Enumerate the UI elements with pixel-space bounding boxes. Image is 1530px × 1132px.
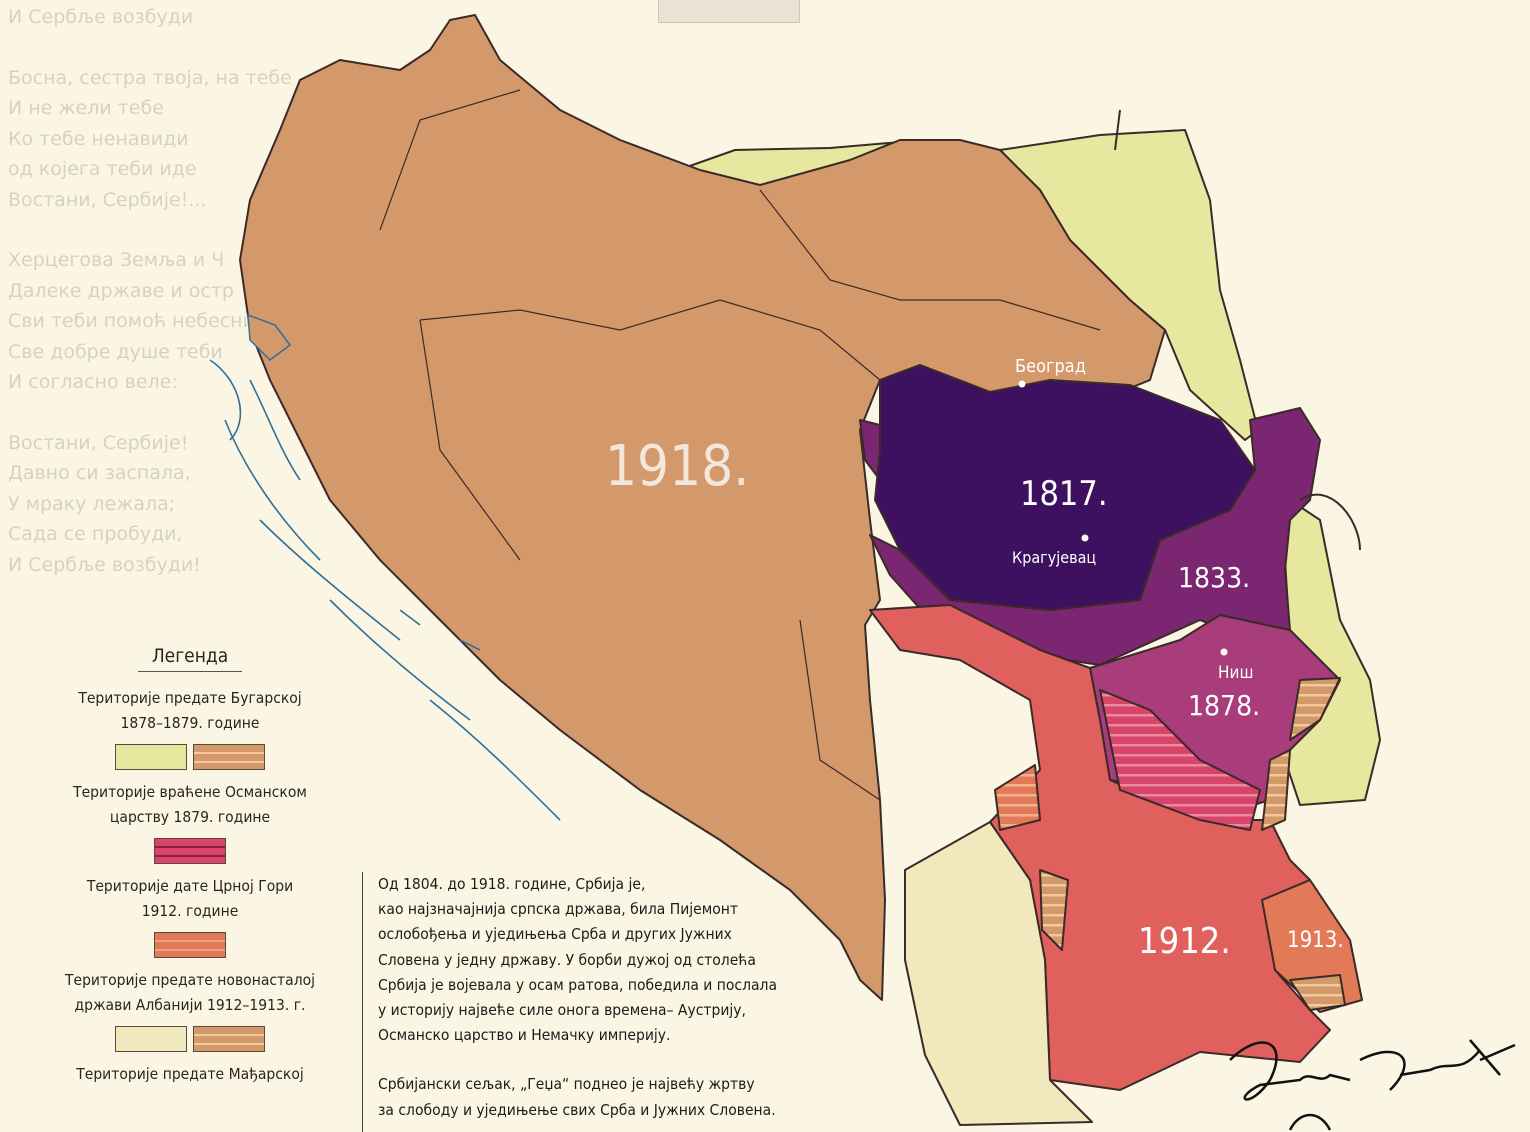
swatch-hatch-brown (193, 744, 265, 770)
label-1833: 1833. (1178, 561, 1250, 594)
label-1912: 1912. (1138, 921, 1231, 962)
poem-line: И Сербље возбуди (8, 6, 194, 28)
label-1817: 1817. (1020, 474, 1108, 514)
poem-line: Востани, Сербије!... (8, 188, 207, 211)
legend-label: Територије предате Бугарској 1878–1879. … (78, 689, 302, 732)
island-krk (247, 313, 292, 361)
poem-line: И Сербље возбуди! (8, 553, 201, 576)
label-1878: 1878. (1188, 689, 1260, 722)
city-dot-kragujevac (1081, 534, 1089, 542)
text-line: Османско царство и Немачку империју. (378, 1026, 671, 1045)
hatch-bulgaria (1289, 677, 1341, 741)
swatch-yellow (115, 744, 187, 770)
top-ornament (658, 0, 800, 23)
text-line: као најзначајнија српска држава, била Пи… (378, 900, 739, 919)
text-line: Србијански сељак, „Геџа“ поднео је најве… (378, 1075, 755, 1094)
label-1913: 1913. (1287, 928, 1344, 953)
poem-line: И согласно веле: (8, 371, 178, 393)
text-line: за слободу и уједињење свих Срба и Јужни… (378, 1100, 776, 1119)
poem-line: Све добре душе теби (8, 340, 223, 363)
hatch-1913 (1289, 974, 1346, 1011)
poem-line: Востани, Сербије! (8, 431, 189, 454)
city-nis: Ниш (1218, 663, 1253, 683)
city-kragujevac: Крагујевац (1012, 548, 1096, 567)
city-dot-belgrade (1018, 380, 1026, 388)
legend-item-montenegro: Територије дате Црној Гори 1912. године (40, 874, 340, 958)
background-poem: И Сербље возбуди Босна, сестра твоја, на… (8, 2, 292, 580)
legend-label: Територије предате Мађарској (76, 1065, 304, 1083)
legend-item-bulgaria: Територије предате Бугарској 1878–1879. … (40, 686, 340, 770)
legend-item-hungary: Територије предате Мађарској (40, 1062, 340, 1087)
swatch-beige (115, 1026, 187, 1052)
poem-line: И не жели тебе (8, 97, 164, 119)
danube-river (1299, 493, 1361, 551)
label-1918: 1918. (605, 434, 749, 499)
poem-line: Далеке државе и остр (8, 279, 234, 302)
swatch-hatch-brown (193, 1026, 265, 1052)
internal-borders (379, 89, 1101, 801)
poem-line: Давно си заспала, (8, 462, 191, 484)
legend-label: Територије враћене Османском царству 187… (73, 783, 307, 826)
text-line: Србија је војевала у осам ратова, победи… (378, 975, 778, 994)
swatch-hatch-orange (154, 932, 226, 958)
swatch-hatch-pink (154, 838, 226, 864)
history-text: Од 1804. до 1918. године, Србија је, као… (362, 872, 777, 1132)
poem-line: Сви теби помоћ небесни (8, 310, 255, 332)
legend: Легенда Територије предате Бугарској 187… (40, 645, 340, 1092)
hatch-returned-ottoman (1099, 689, 1261, 831)
river (1114, 109, 1121, 151)
text-line: ослобођења и уједињења Срба и других Јуж… (378, 925, 732, 944)
text-line: Словена у једну државу. У борби дужој од… (378, 950, 756, 969)
legend-item-ottoman: Територије враћене Османском царству 187… (40, 780, 340, 864)
poem-line: У мраку лежала; (8, 492, 176, 515)
legend-label: Територије предате новонасталој држави А… (64, 971, 316, 1014)
adriatic-islands (209, 359, 561, 821)
region-albania (904, 821, 1093, 1126)
poem-line: Ко тебе ненавиди (8, 127, 189, 150)
poem-line: Сада се пробуди, (8, 523, 183, 545)
hatch-bulgaria-2 (1261, 749, 1291, 831)
signature (1229, 1039, 1516, 1131)
hatch-albania (1039, 869, 1069, 951)
text-line: Од 1804. до 1918. године, Србија је, (378, 875, 646, 893)
poem-line: Босна, сестра твоја, на тебе (8, 66, 292, 89)
text-line: у историју највеће силе онога времена– А… (378, 1001, 746, 1020)
poem-line: Херцегова Земља и Ч (8, 249, 225, 271)
city-dot-nis (1220, 648, 1228, 656)
legend-label: Територије дате Црној Гори 1912. године (86, 877, 294, 920)
region-labels: 1918. 1817. 1833. 1878. 1912. 1913. Беог… (605, 356, 1344, 962)
legend-item-albania: Територије предате новонасталој држави А… (40, 968, 340, 1052)
hatch-montenegro (994, 764, 1041, 831)
legend-title: Легенда (137, 645, 243, 672)
city-belgrade: Београд (1015, 356, 1086, 377)
poem-line: од којега теби иде (8, 158, 197, 180)
